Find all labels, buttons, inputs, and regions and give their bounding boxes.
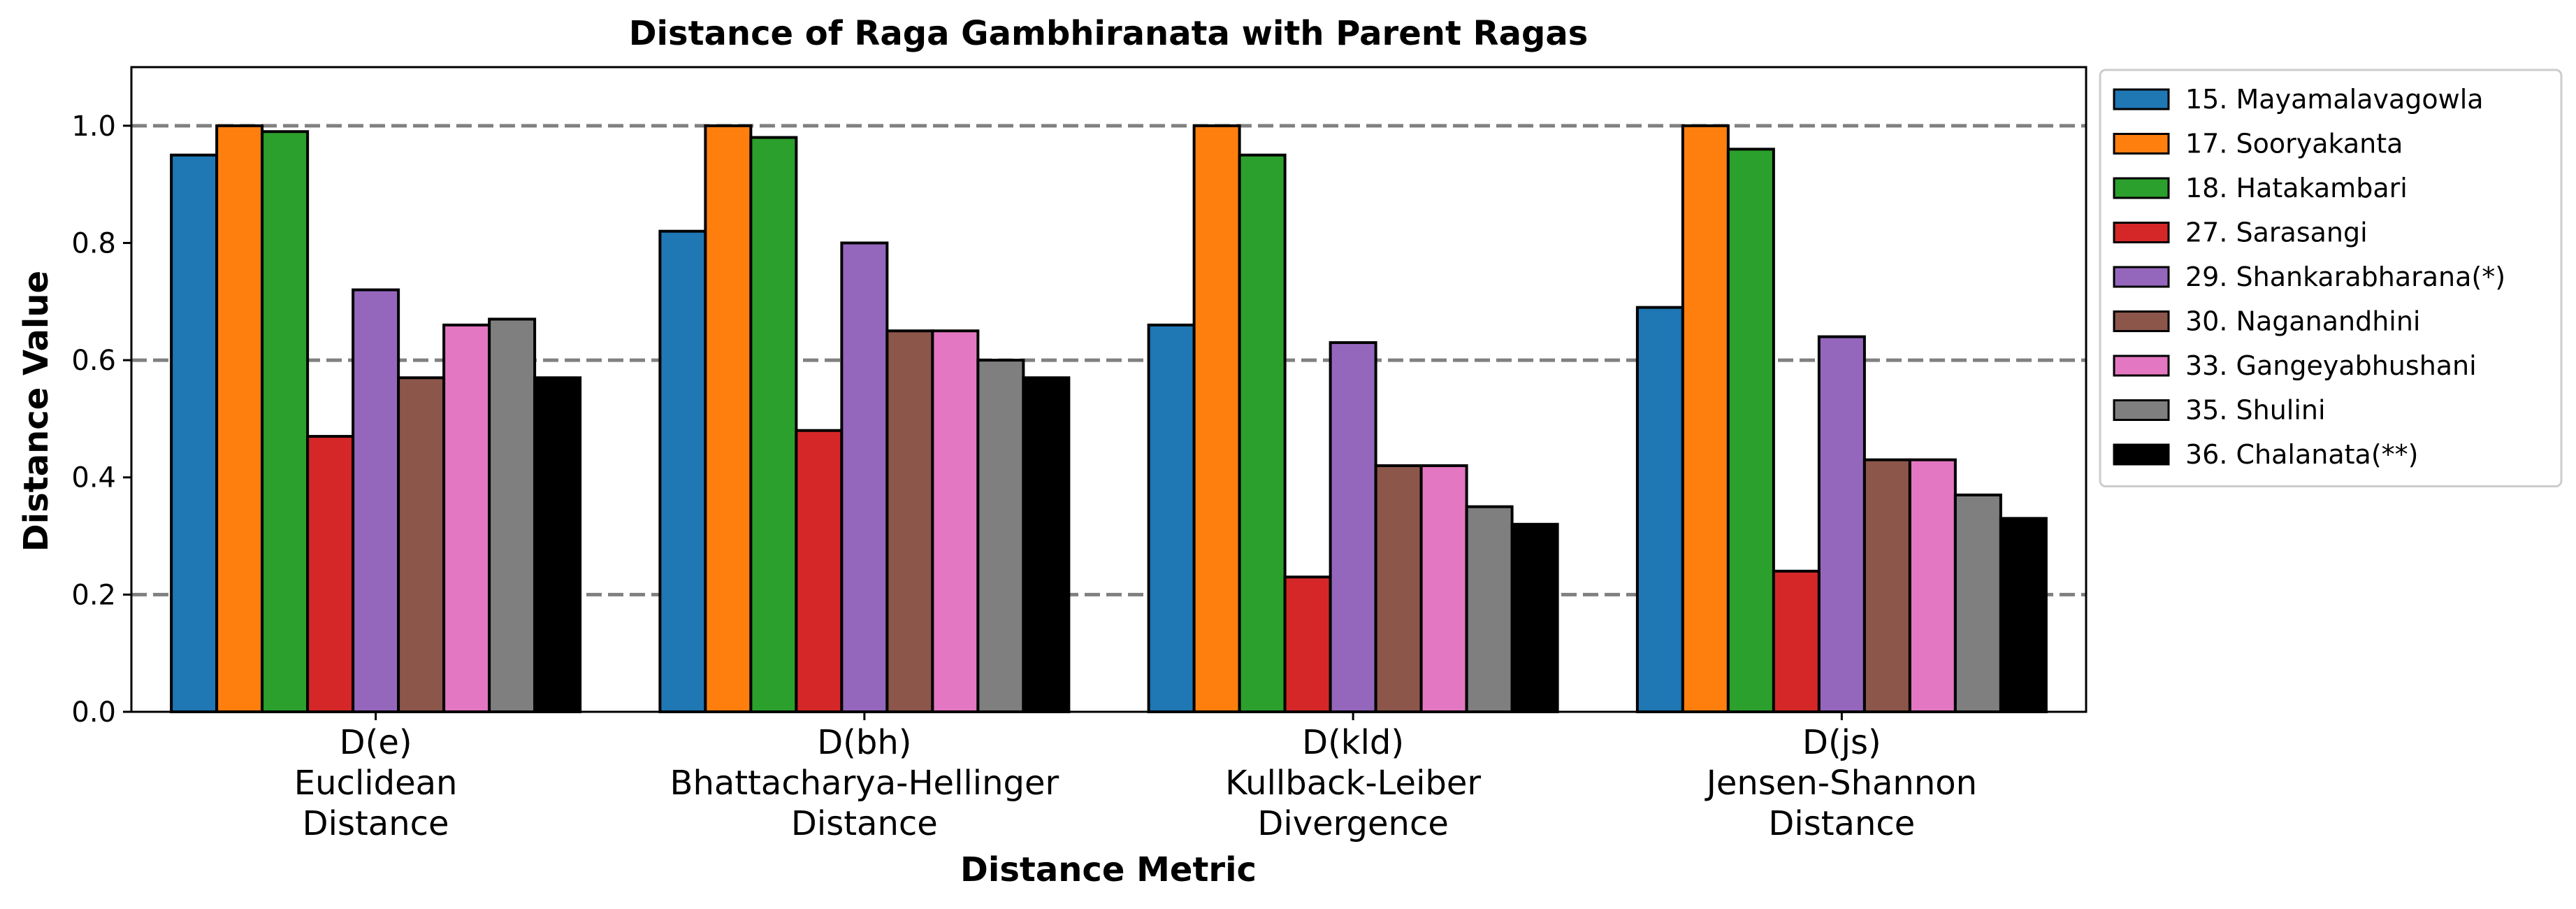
y-axis-label: Distance Value: [17, 271, 56, 552]
bar: [1192, 124, 1241, 713]
legend-swatch: [2113, 310, 2170, 332]
legend: 15. Mayamalavagowla 17. Sooryakanta 18. Ha…: [2099, 69, 2563, 487]
bar: [1147, 323, 1196, 713]
legend-swatch: [2113, 88, 2170, 110]
bar: [533, 376, 582, 714]
bar: [1953, 493, 2002, 713]
bar: [1772, 569, 1821, 713]
bar: [976, 359, 1025, 713]
bar: [306, 435, 355, 714]
bar: [795, 429, 844, 713]
bar: [840, 241, 889, 714]
bar: [885, 329, 934, 713]
y-tick-label: 1.0: [71, 110, 116, 143]
legend-swatch: [2113, 177, 2170, 199]
bar: [442, 323, 491, 713]
y-tick-label: 0.6: [71, 345, 116, 377]
x-tick-label: D(kld) Kullback-Leiber Divergence: [1225, 723, 1481, 843]
legend-swatch: [2113, 133, 2170, 155]
legend-label: 29. Shankarabharana(*): [2185, 262, 2505, 292]
bar: [1862, 458, 1911, 714]
bar: [1283, 575, 1332, 714]
bar: [1908, 458, 1957, 714]
bar: [1465, 505, 1514, 713]
legend-swatch: [2113, 266, 2170, 288]
bar: [397, 376, 446, 714]
bar: [170, 153, 219, 713]
x-tick-label: D(e) Euclidean Distance: [294, 723, 458, 843]
bar: [215, 124, 264, 713]
bar: [1635, 306, 1684, 713]
legend-label: 27. Sarasangi: [2185, 217, 2368, 248]
bar: [1817, 335, 1866, 713]
chart-title: Distance of Raga Gambhiranata with Paren…: [629, 14, 1589, 53]
legend-label: 15. Mayamalavagowla: [2185, 84, 2484, 115]
bar: [1329, 341, 1377, 714]
y-tick-label: 0.2: [71, 579, 116, 611]
bar: [1999, 517, 2048, 714]
bar: [1238, 153, 1287, 713]
legend-swatch: [2113, 399, 2170, 421]
x-tick-label: D(bh) Bhattacharya-Hellinger Distance: [670, 723, 1059, 843]
legend-label: 33. Gangeyabhushani: [2185, 350, 2477, 381]
legend-swatch: [2113, 222, 2170, 243]
bar: [704, 124, 753, 713]
bar: [931, 329, 980, 713]
bar: [1681, 124, 1730, 713]
bar: [1374, 464, 1423, 713]
y-tick-label: 0.4: [71, 462, 116, 494]
bar: [261, 130, 310, 713]
bar: [749, 136, 798, 713]
x-tick-label: D(js) Jensen-Shannon Distance: [1705, 723, 1977, 843]
legend-label: 30. Naganandhini: [2185, 306, 2421, 337]
legend-swatch: [2113, 443, 2170, 466]
plot-frame: [130, 66, 2087, 713]
bar: [488, 317, 537, 714]
x-axis-label: Distance Metric: [960, 850, 1257, 889]
legend-label: 17. Sooryakanta: [2185, 129, 2403, 159]
bar: [1419, 464, 1468, 713]
y-tick-label: 0.0: [71, 696, 116, 729]
legend-swatch: [2113, 355, 2170, 377]
legend-label: 36. Chalanata(**): [2185, 439, 2418, 470]
bar: [1022, 376, 1071, 714]
legend-label: 18. Hatakambari: [2185, 173, 2408, 203]
y-tick-label: 0.8: [71, 227, 116, 259]
legend-box: [2099, 69, 2563, 487]
bar: [1726, 148, 1775, 713]
bar: [352, 288, 400, 713]
bar: [658, 229, 707, 713]
legend-label: 35. Shulini: [2185, 395, 2326, 426]
bar: [1510, 522, 1559, 713]
